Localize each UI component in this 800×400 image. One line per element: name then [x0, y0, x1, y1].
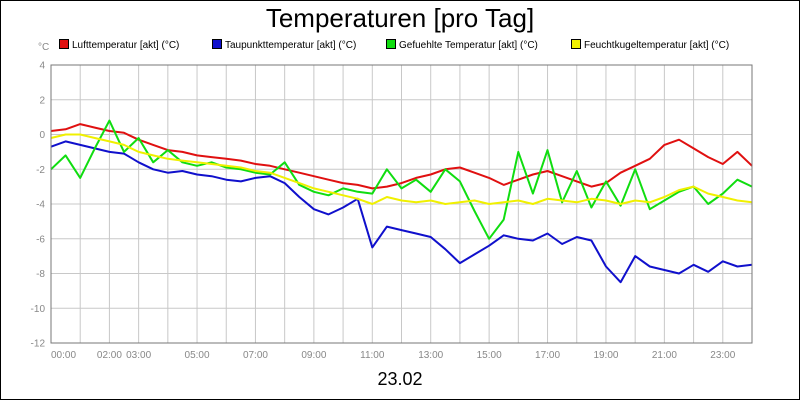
x-tick-label: 23:00	[710, 350, 735, 361]
legend-label: Feuchtkugeltemperatur [akt] (°C)	[584, 40, 730, 51]
series-line-3	[50, 133, 753, 205]
x-tick-label: 11:00	[360, 350, 385, 361]
y-tick-label: -6	[36, 234, 45, 245]
legend-swatch-yellow	[571, 39, 581, 49]
y-tick-label: 0	[39, 130, 45, 141]
y-tick-label: 2	[39, 95, 45, 106]
series-line-1	[50, 140, 753, 284]
y-tick-label: -10	[31, 304, 46, 315]
x-tick-label: 05:00	[185, 350, 210, 361]
y-tick-label: -8	[36, 269, 45, 280]
x-tick-label: 17:00	[535, 350, 560, 361]
y-axis-unit: °C	[38, 42, 50, 53]
x-tick-label: 07:00	[243, 350, 268, 361]
legend-label: Gefuehlte Temperatur [akt] (°C)	[399, 40, 538, 51]
series-line-2	[50, 119, 753, 240]
legend-item-gefuehlte-temperatur: Gefuehlte Temperatur [akt] (°C)	[386, 39, 538, 51]
legend-label: Taupunkttemperatur [akt] (°C)	[225, 40, 357, 51]
y-tick-label: -2	[36, 165, 45, 176]
legend-item-feuchtkugeltemperatur: Feuchtkugeltemperatur [akt] (°C)	[571, 39, 729, 51]
y-tick-label: -12	[31, 339, 46, 350]
legend-swatch-green	[386, 39, 396, 49]
x-tick-label: 21:00	[652, 350, 677, 361]
x-axis-date-label: 23.02	[377, 369, 423, 389]
legend-label: Lufttemperatur [akt] (°C)	[72, 40, 180, 51]
legend-swatch-red	[59, 39, 69, 49]
x-tick-label: 03:00	[126, 350, 151, 361]
legend-item-taupunkttemperatur: Taupunkttemperatur [akt] (°C)	[212, 39, 356, 51]
y-tick-label: 4	[39, 61, 45, 72]
x-tick-label: 09:00	[301, 350, 326, 361]
x-tick-label: 02:00	[97, 350, 122, 361]
x-tick-label: 13:00	[418, 350, 443, 361]
legend-item-lufttemperatur: Lufttemperatur [akt] (°C)	[59, 39, 179, 51]
legend-swatch-blue	[212, 39, 222, 49]
chart-title: Temperaturen [pro Tag]	[265, 3, 535, 33]
y-tick-label: -4	[36, 200, 45, 211]
x-tick-label: 19:00	[593, 350, 618, 361]
plot-border	[50, 64, 753, 344]
x-tick-label: 15:00	[477, 350, 502, 361]
x-tick-label: 00:00	[51, 350, 76, 361]
